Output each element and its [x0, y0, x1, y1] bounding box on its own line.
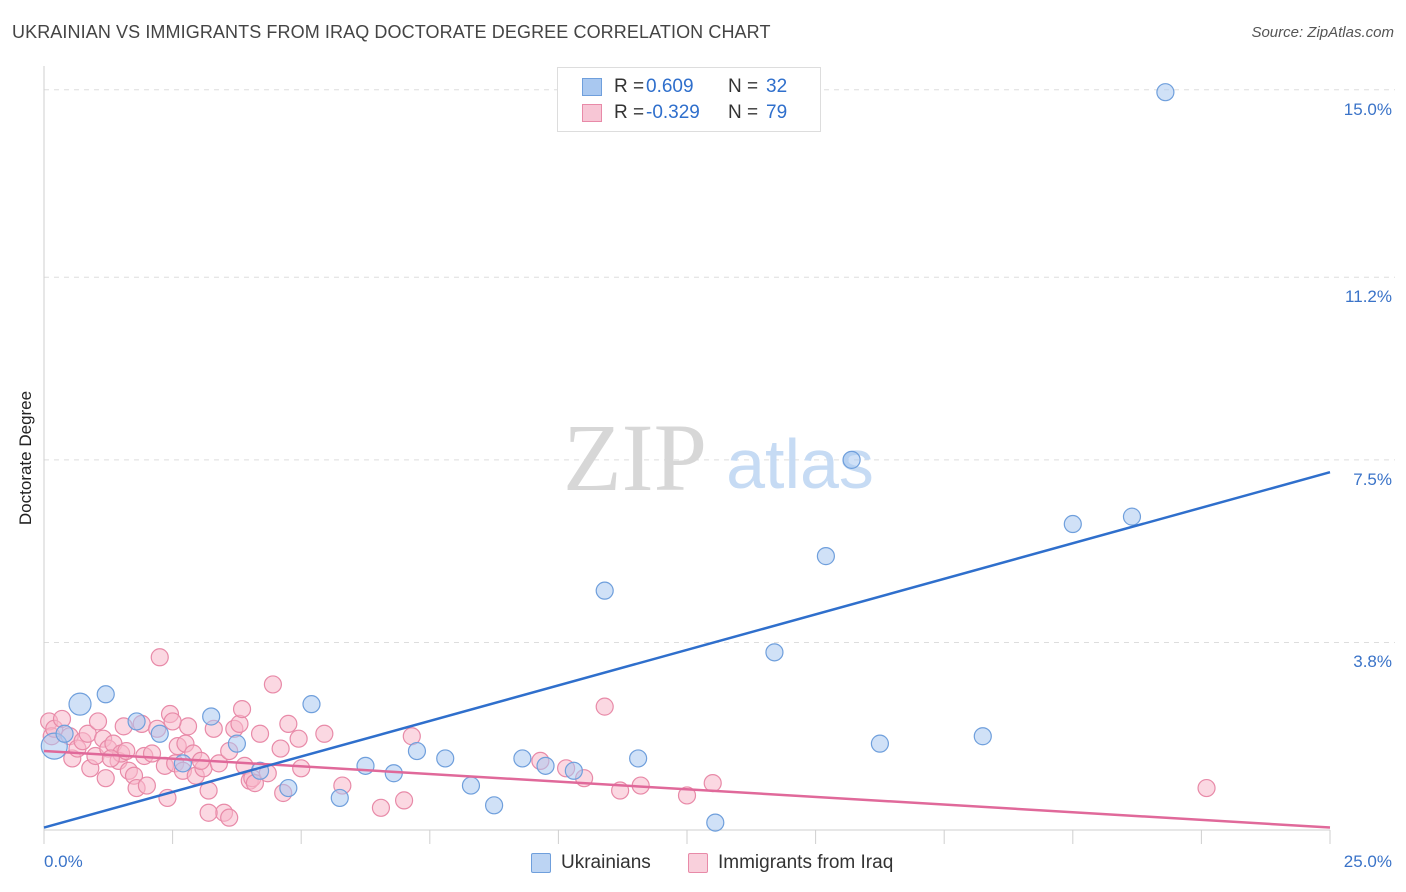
iraq-point [271, 739, 290, 758]
iraq-point [163, 712, 182, 731]
ukrainian-point [68, 692, 92, 716]
ukrainian-point [127, 712, 146, 731]
axes [43, 66, 1331, 844]
iraq-point [250, 724, 270, 743]
trend-lines [43, 471, 1331, 829]
ukrainian-point [706, 813, 725, 832]
ukrainian-point [330, 788, 349, 808]
iraq-point [88, 712, 108, 731]
iraq-point [150, 648, 169, 667]
ukrainian-point [461, 776, 481, 795]
stats-legend: R = 0.609 N = 32 R = -0.329 N = 79 [557, 67, 821, 132]
ukrainian-point [55, 724, 74, 743]
ukrainians-trend-line [43, 471, 1331, 829]
legend-item-iraq: Immigrants from Iraq [688, 852, 893, 874]
iraq-point [52, 709, 72, 729]
ukrainian-point [842, 450, 861, 469]
y-tick-label: 3.8% [1353, 652, 1392, 672]
iraq-point [232, 699, 252, 719]
ukrainian-point [356, 756, 375, 775]
ukrainian-point [564, 761, 583, 780]
legend-swatch-iraq [582, 104, 602, 122]
ukrainian-point [227, 734, 246, 753]
ukrainian-point [1063, 514, 1082, 534]
iraq-point [230, 714, 249, 733]
ukrainian-point [96, 685, 115, 704]
legend-label-iraq: Immigrants from Iraq [718, 852, 894, 873]
iraq-point [220, 808, 239, 827]
ukrainian-point [485, 796, 504, 815]
iraq-point [101, 749, 120, 768]
iraq-point [178, 717, 198, 736]
ukrainian-point [870, 734, 890, 753]
ukrainian-point [407, 741, 427, 761]
ukrainian-point [765, 643, 784, 662]
watermark-zip: ZIP [563, 404, 707, 511]
iraq-point [1197, 778, 1216, 798]
iraq-point [371, 798, 391, 817]
ukrainian-point [816, 547, 835, 566]
legend-r-label: R = [614, 76, 645, 97]
ukrainian-point [436, 749, 455, 768]
iraq-point [263, 675, 283, 694]
iraq-point [315, 724, 334, 743]
ukrainian-point [1122, 507, 1142, 526]
ukrainian-point [629, 749, 648, 768]
legend-swatch-iraq [688, 853, 708, 873]
y-tick-label: 7.5% [1353, 469, 1392, 489]
iraq-trend-line [43, 749, 1331, 829]
iraq-point [209, 754, 228, 773]
legend-label-ukrainians: Ukrainians [561, 852, 651, 873]
legend-swatch-ukrainians [582, 78, 602, 96]
source-credit: Source: ZipAtlas.com [1251, 24, 1394, 41]
x-tick-label-min: 0.0% [44, 852, 83, 871]
iraq-point [595, 697, 614, 716]
iraq-point [289, 729, 308, 748]
ukrainian-point [302, 695, 321, 714]
series-legend: Ukrainians Immigrants from Iraq [0, 852, 1406, 878]
ukrainian-point [595, 581, 614, 600]
y-tick-label: 11.2% [1345, 287, 1392, 307]
ukrainian-point [973, 727, 992, 746]
y-tick-label: 15.0% [1343, 99, 1392, 119]
iraq-point [96, 769, 115, 788]
iraq-point [199, 803, 218, 822]
iraq-point [142, 744, 162, 763]
iraq-point [292, 759, 311, 778]
legend-r-label: R = [614, 102, 645, 123]
x-tick-label-max: 25.0% [1343, 852, 1392, 871]
legend-n-value: 32 [766, 76, 788, 97]
ukrainian-point [513, 749, 532, 768]
legend-item-ukrainians: Ukrainians [531, 852, 651, 874]
legend-row-iraq: R = -0.329 N = 79 [582, 100, 787, 126]
legend-row-ukrainians: R = 0.609 N = 32 [582, 74, 787, 100]
ukrainian-point [150, 724, 169, 743]
watermark: ZIP atlas [563, 404, 874, 511]
legend-n-value: 79 [766, 102, 788, 123]
ukrainian-point [536, 756, 555, 775]
ukrainian-point [1156, 83, 1175, 102]
iraq-point [394, 791, 414, 810]
ukrainian-point [279, 778, 298, 798]
legend-n-label: N = [728, 76, 759, 97]
series-ukrainians-points [40, 83, 1175, 832]
iraq-point [677, 786, 697, 805]
ukrainian-point [202, 707, 221, 726]
chart-title: UKRAINIAN VS IMMIGRANTS FROM IRAQ DOCTOR… [12, 22, 771, 42]
series-iraq-points [40, 648, 1216, 827]
legend-n-label: N = [728, 102, 759, 123]
gridlines [44, 89, 1395, 643]
legend-swatch-ukrainians [531, 853, 551, 873]
iraq-point [279, 714, 298, 733]
legend-r-value: 0.609 [646, 76, 694, 97]
iraq-point [703, 774, 722, 793]
iraq-point [137, 776, 156, 795]
legend-r-value: -0.329 [646, 102, 700, 123]
ukrainian-point [173, 754, 192, 773]
